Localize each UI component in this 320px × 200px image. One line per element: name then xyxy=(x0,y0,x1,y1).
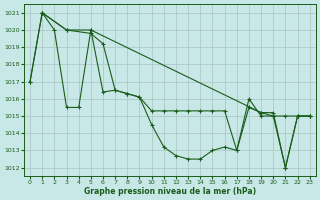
X-axis label: Graphe pression niveau de la mer (hPa): Graphe pression niveau de la mer (hPa) xyxy=(84,187,256,196)
